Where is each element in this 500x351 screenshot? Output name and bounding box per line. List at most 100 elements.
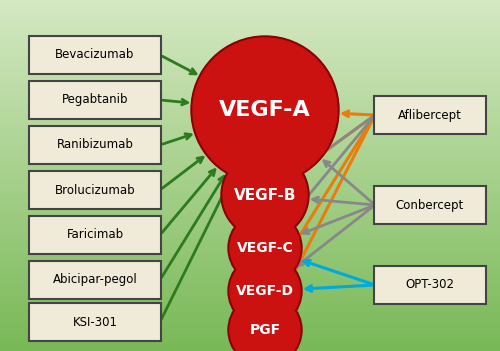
Bar [0,270,500,274]
Bar [0,309,500,312]
Bar [0,316,500,319]
Bar [0,105,500,109]
Text: VEGF-D: VEGF-D [236,284,294,298]
Ellipse shape [230,213,300,283]
Bar [0,144,500,147]
Bar [0,267,500,270]
Bar [0,214,500,218]
Bar [0,288,500,291]
FancyBboxPatch shape [374,186,486,224]
Ellipse shape [230,256,300,326]
Bar [0,28,500,32]
Bar [0,190,500,193]
Text: VEGF-C: VEGF-C [236,241,294,255]
Bar [0,98,500,102]
Text: KSI-301: KSI-301 [72,316,118,329]
FancyBboxPatch shape [374,96,486,134]
Text: Aflibercept: Aflibercept [398,108,462,121]
Bar [0,246,500,249]
Bar [0,347,500,351]
Ellipse shape [223,153,307,237]
Bar [0,302,500,305]
Bar [0,151,500,154]
Bar [0,200,500,204]
Bar [0,147,500,151]
Bar [0,218,500,221]
Bar [0,126,500,130]
Text: VEGF-B: VEGF-B [234,187,296,203]
Ellipse shape [193,38,337,182]
Bar [0,60,500,63]
Bar [0,154,500,158]
Bar [0,235,500,239]
Text: Conbercept: Conbercept [396,199,464,212]
Bar [0,46,500,49]
Bar [0,140,500,144]
Bar [0,161,500,165]
Bar [0,25,500,28]
Bar [0,211,500,214]
Bar [0,291,500,295]
Bar [0,323,500,326]
Bar [0,42,500,46]
Bar [0,14,500,18]
FancyBboxPatch shape [374,266,486,304]
FancyBboxPatch shape [29,261,161,299]
Bar [0,340,500,344]
Bar [0,63,500,67]
Bar [0,123,500,126]
Bar [0,4,500,7]
Text: VEGF-A: VEGF-A [219,100,311,120]
FancyBboxPatch shape [29,36,161,74]
Bar [0,0,500,4]
Bar [0,186,500,190]
Text: Bevacizumab: Bevacizumab [56,48,134,61]
Bar [0,232,500,235]
Bar [0,197,500,200]
Bar [0,39,500,42]
FancyBboxPatch shape [29,126,161,164]
Bar [0,11,500,14]
Bar [0,53,500,56]
Bar [0,35,500,39]
Bar [0,344,500,347]
Text: Brolucizumab: Brolucizumab [54,184,136,197]
Text: Ranibizumab: Ranibizumab [56,139,134,152]
Text: Faricimab: Faricimab [66,229,124,241]
Text: PGF: PGF [250,323,280,337]
Bar [0,176,500,179]
Bar [0,330,500,333]
Ellipse shape [228,254,302,328]
Text: OPT-302: OPT-302 [406,278,454,291]
Bar [0,84,500,88]
Bar [0,305,500,309]
Bar [0,158,500,161]
Bar [0,295,500,298]
Bar [0,119,500,123]
Text: Abicipar-pegol: Abicipar-pegol [52,273,138,286]
Bar [0,67,500,70]
Bar [0,109,500,112]
Bar [0,112,500,116]
Bar [0,193,500,197]
FancyBboxPatch shape [29,303,161,341]
Bar [0,277,500,281]
Bar [0,95,500,98]
Bar [0,91,500,95]
Ellipse shape [228,293,302,351]
Bar [0,337,500,340]
Bar [0,168,500,172]
Bar [0,204,500,207]
Bar [0,77,500,81]
Bar [0,7,500,11]
Bar [0,56,500,60]
Bar [0,207,500,211]
Bar [0,228,500,232]
Bar [0,102,500,105]
Text: Pegabtanib: Pegabtanib [62,93,128,106]
Bar [0,260,500,263]
Bar [0,225,500,228]
Bar [0,137,500,140]
Ellipse shape [230,295,300,351]
Bar [0,333,500,337]
